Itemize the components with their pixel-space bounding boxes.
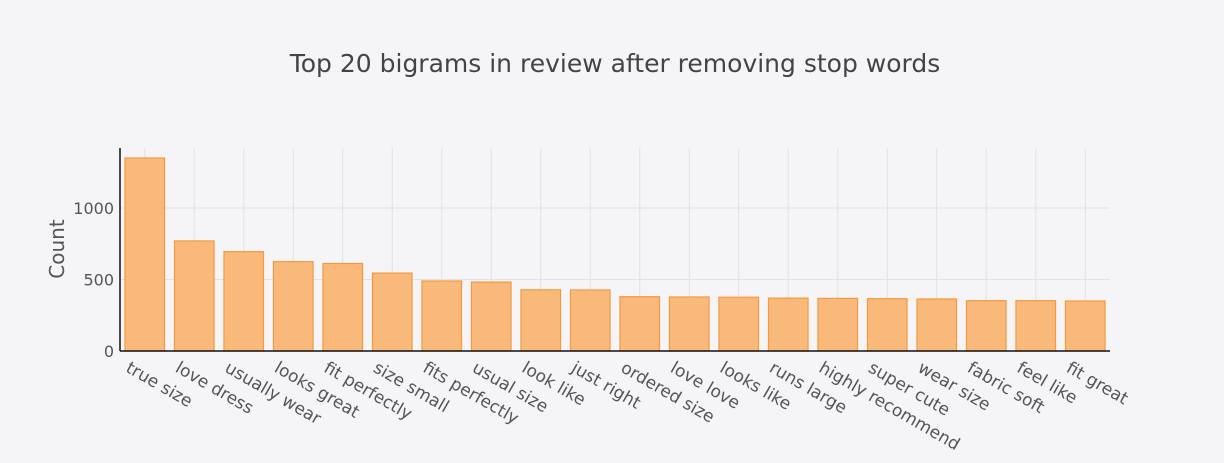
bar[interactable] [965, 300, 1007, 352]
axes [119, 148, 1110, 352]
bar[interactable] [272, 261, 314, 352]
y-tick-label: 1000 [73, 199, 114, 218]
bar[interactable] [322, 262, 364, 352]
bars [124, 157, 1106, 352]
bar[interactable] [1015, 300, 1057, 352]
y-tick-label: 500 [83, 271, 114, 290]
bar[interactable] [569, 289, 611, 352]
bar[interactable] [866, 298, 908, 352]
y-axis-label: Count [45, 219, 69, 279]
bar[interactable] [223, 251, 265, 352]
bar[interactable] [421, 280, 463, 352]
bar[interactable] [668, 296, 710, 352]
bar[interactable] [520, 289, 562, 352]
bar[interactable] [767, 297, 809, 352]
chart-title: Top 20 bigrams in review after removing … [289, 49, 941, 78]
bar[interactable] [124, 157, 166, 352]
bar[interactable] [1064, 300, 1106, 352]
bar[interactable] [916, 298, 958, 352]
bar[interactable] [470, 281, 512, 352]
bar[interactable] [173, 240, 215, 352]
bar[interactable] [371, 272, 413, 352]
y-tick-labels: 0 500 1000 [73, 199, 114, 361]
bar[interactable] [718, 296, 760, 352]
gridlines [120, 148, 1110, 351]
y-tick-label: 0 [104, 342, 114, 361]
bar[interactable] [817, 297, 859, 352]
bar[interactable] [619, 296, 661, 352]
